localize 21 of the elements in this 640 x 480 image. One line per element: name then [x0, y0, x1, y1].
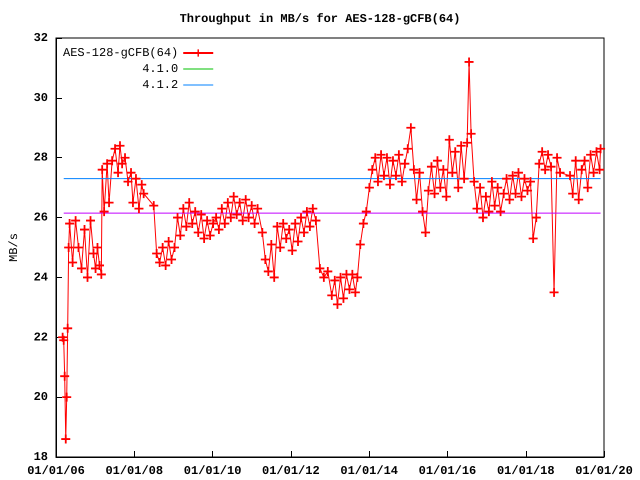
y-tick-label: 24	[34, 270, 48, 284]
y-tick-label: 26	[34, 210, 48, 225]
legend-label: AES-128-gCFB(64)	[63, 46, 178, 60]
y-tick-label: 30	[34, 90, 48, 105]
chart-title: Throughput in MB/s for AES-128-gCFB(64)	[180, 12, 460, 26]
x-tick-label: 01/01/10	[184, 464, 242, 478]
legend-label: 4.1.0	[142, 62, 178, 76]
y-tick-label: 28	[34, 150, 48, 165]
x-tick-label: 01/01/20	[575, 464, 633, 478]
legend-label: 4.1.2	[142, 78, 178, 92]
y-tick-label: 22	[34, 330, 48, 344]
y-axis-title: MB/s	[7, 233, 21, 262]
x-tick-label: 01/01/18	[496, 464, 555, 478]
x-tick-label: 01/01/12	[262, 464, 320, 478]
x-tick-label: 01/01/14	[340, 464, 398, 478]
x-tick-label: 01/01/16	[418, 464, 476, 478]
y-tick-label: 20	[34, 390, 48, 404]
y-tick-label: 18	[34, 450, 48, 464]
x-tick-label: 01/01/08	[105, 464, 164, 478]
y-tick-label: 32	[34, 31, 48, 45]
x-tick-label: 01/01/06	[27, 464, 85, 478]
